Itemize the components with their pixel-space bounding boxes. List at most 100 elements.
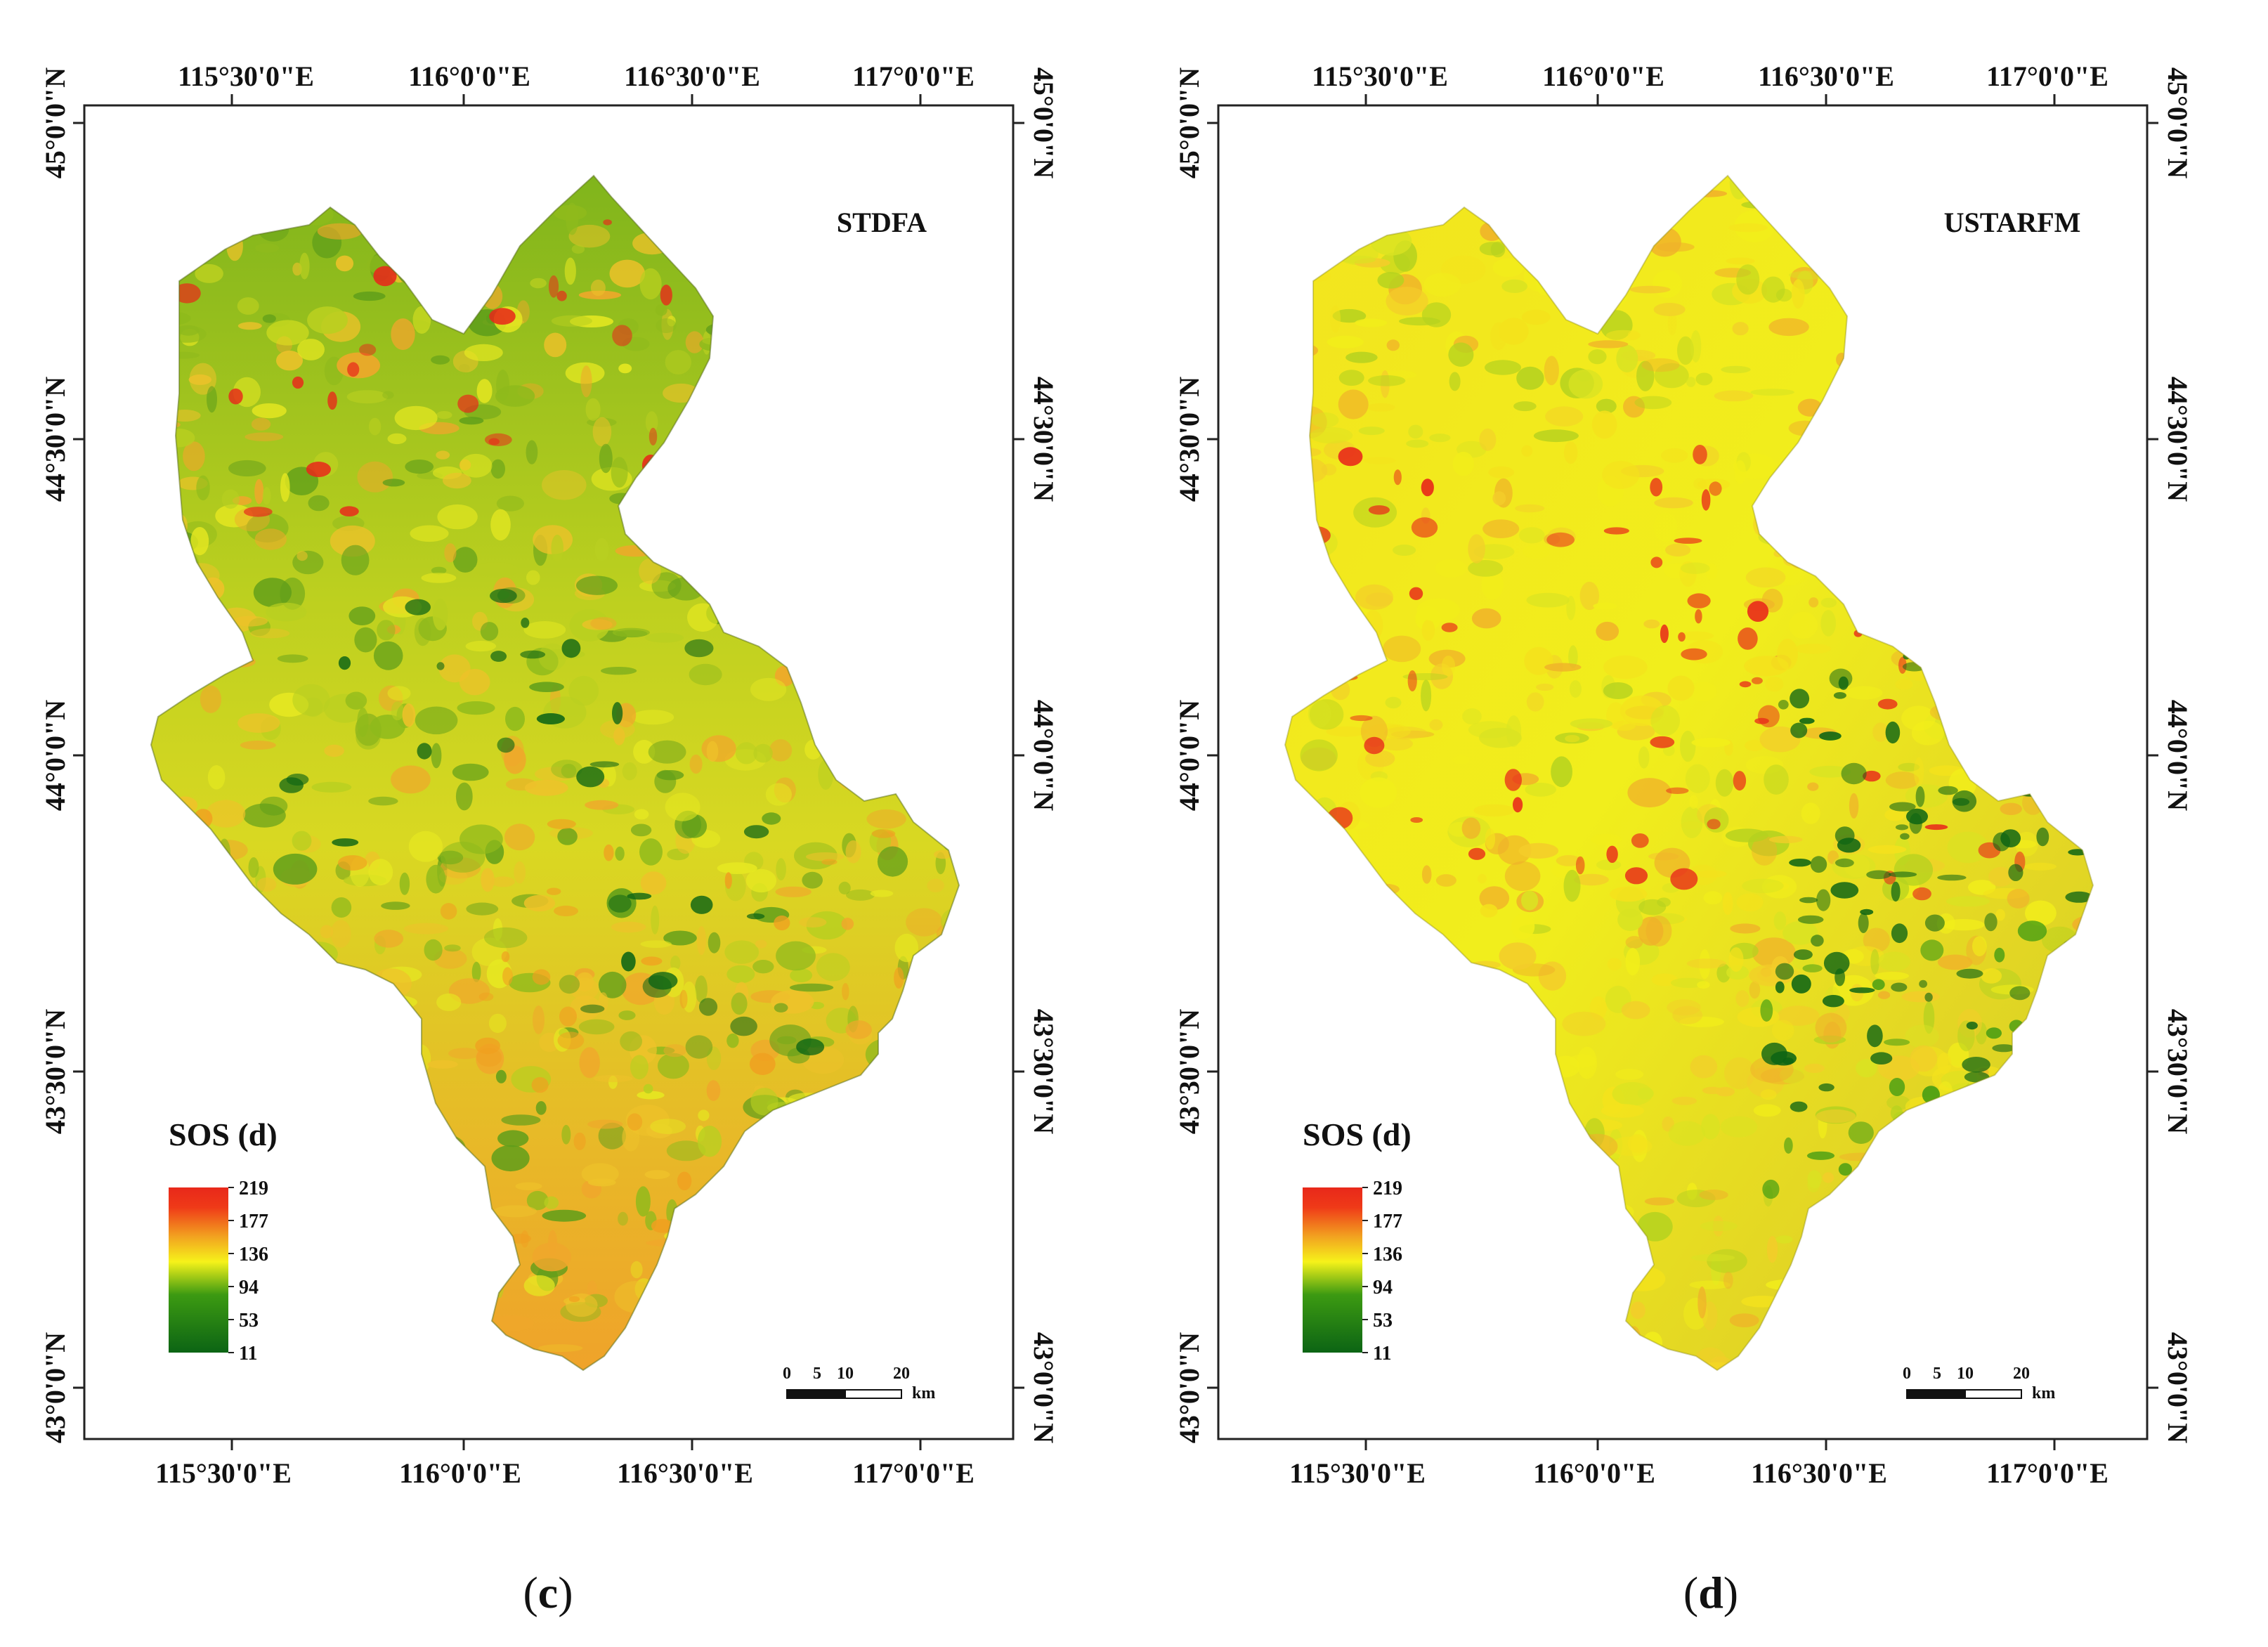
- raster-patch: [301, 1211, 314, 1235]
- raster-patch: [1775, 963, 1794, 980]
- raster-patch: [1526, 592, 1570, 608]
- raster-patch: [837, 1253, 874, 1267]
- raster-patch: [484, 927, 528, 949]
- lat-label-left: 43°30'0"N: [39, 1009, 71, 1134]
- raster-patch: [1625, 948, 1641, 976]
- raster-patch: [822, 567, 849, 583]
- raster-patch: [731, 1185, 743, 1216]
- raster-patch: [478, 992, 494, 1001]
- raster-patch: [1442, 1132, 1471, 1143]
- raster-patch: [1437, 1242, 1469, 1265]
- raster-patch: [1869, 340, 1893, 351]
- raster-patch: [1955, 459, 1976, 476]
- raster-patch: [756, 223, 785, 255]
- raster-patch: [1879, 1256, 1907, 1270]
- raster-patch: [1922, 633, 1944, 665]
- raster-patch: [590, 279, 606, 297]
- raster-patch: [1969, 654, 1994, 676]
- raster-patch: [679, 989, 688, 1009]
- raster-patch: [2002, 682, 2044, 710]
- lat-label-right: 45°0'0"N: [2162, 67, 2194, 178]
- raster-patch: [1330, 1154, 1367, 1186]
- raster-patch: [1463, 970, 1500, 978]
- raster-patch: [177, 980, 200, 1010]
- raster-patch: [2024, 1046, 2042, 1065]
- raster-patch: [2059, 691, 2078, 715]
- raster-patch: [1527, 1291, 1566, 1308]
- sos-legend: SOS (d) 219 177 136 94 53 11: [169, 1117, 278, 1365]
- raster-patch: [665, 350, 691, 375]
- raster-patch: [1568, 369, 1603, 399]
- raster-patch: [1853, 1172, 1881, 1195]
- raster-patch: [1944, 305, 1981, 316]
- raster-patch: [573, 1132, 586, 1150]
- raster-patch: [744, 564, 755, 585]
- raster-patch: [1764, 764, 1789, 795]
- raster-patch: [563, 72, 582, 88]
- raster-patch: [713, 588, 745, 607]
- raster-patch: [1333, 1013, 1360, 1031]
- raster-patch: [739, 204, 756, 230]
- raster-patch: [307, 986, 332, 1016]
- raster-patch: [1645, 916, 1672, 947]
- raster-patch: [1603, 682, 1633, 699]
- raster-patch: [240, 1035, 264, 1060]
- raster-patch: [1790, 722, 1808, 738]
- raster-patch: [1341, 255, 1376, 264]
- raster-patch: [1471, 608, 1501, 629]
- lat-label-right: 44°0'0"N: [2162, 700, 2194, 811]
- raster-patch: [2050, 1242, 2075, 1255]
- raster-patch: [670, 955, 681, 971]
- raster-patch: [2088, 691, 2093, 718]
- raster-patch: [306, 1350, 341, 1363]
- raster-patch: [480, 622, 499, 641]
- raster-patch: [1714, 390, 1754, 402]
- raster-patch: [1499, 1329, 1530, 1355]
- raster-patch: [761, 249, 789, 262]
- raster-patch: [2063, 790, 2093, 817]
- raster-patch: [772, 1175, 812, 1192]
- raster-patch: [640, 940, 672, 948]
- raster-patch: [743, 825, 769, 839]
- raster-patch: [1992, 454, 2025, 477]
- raster-patch: [1867, 1024, 1883, 1048]
- raster-patch: [1345, 1091, 1376, 1109]
- raster-patch: [2023, 1145, 2068, 1172]
- scale-tick: 20: [893, 1365, 910, 1383]
- raster-patch: [571, 245, 585, 254]
- raster-patch: [587, 1119, 623, 1129]
- raster-patch: [2009, 1020, 2024, 1033]
- raster-patch: [532, 1242, 571, 1272]
- raster-patch: [444, 944, 461, 952]
- raster-patch: [1974, 1224, 1983, 1239]
- raster-patch: [818, 759, 834, 790]
- raster-patch: [1429, 434, 1451, 443]
- raster-patch: [1327, 1353, 1357, 1370]
- raster-patch: [814, 466, 831, 488]
- raster-patch: [393, 1086, 408, 1098]
- raster-patch: [1892, 406, 1912, 419]
- raster-patch: [1293, 448, 1322, 457]
- raster-patch: [1889, 1078, 1905, 1096]
- study-area-outline: [1284, 174, 2094, 1372]
- raster-patch: [639, 558, 661, 585]
- raster-patch: [1521, 309, 1551, 325]
- raster-patch: [252, 403, 287, 419]
- raster-patch: [796, 1317, 842, 1326]
- raster-patch: [830, 459, 848, 471]
- raster-patch: [864, 421, 899, 439]
- raster-patch: [457, 394, 479, 413]
- raster-patch: [1407, 670, 1417, 691]
- raster-patch: [194, 885, 237, 905]
- raster-patch: [268, 1270, 282, 1286]
- raster-patch: [161, 651, 192, 665]
- raster-patch: [1884, 809, 1905, 821]
- raster-patch: [1789, 859, 1811, 867]
- raster-patch: [1680, 730, 1696, 762]
- raster-patch: [1447, 1231, 1473, 1254]
- raster-patch: [731, 582, 769, 591]
- raster-patch: [755, 939, 767, 949]
- raster-patch: [1966, 1022, 1978, 1030]
- raster-patch: [292, 550, 324, 575]
- raster-patch: [1889, 802, 1916, 812]
